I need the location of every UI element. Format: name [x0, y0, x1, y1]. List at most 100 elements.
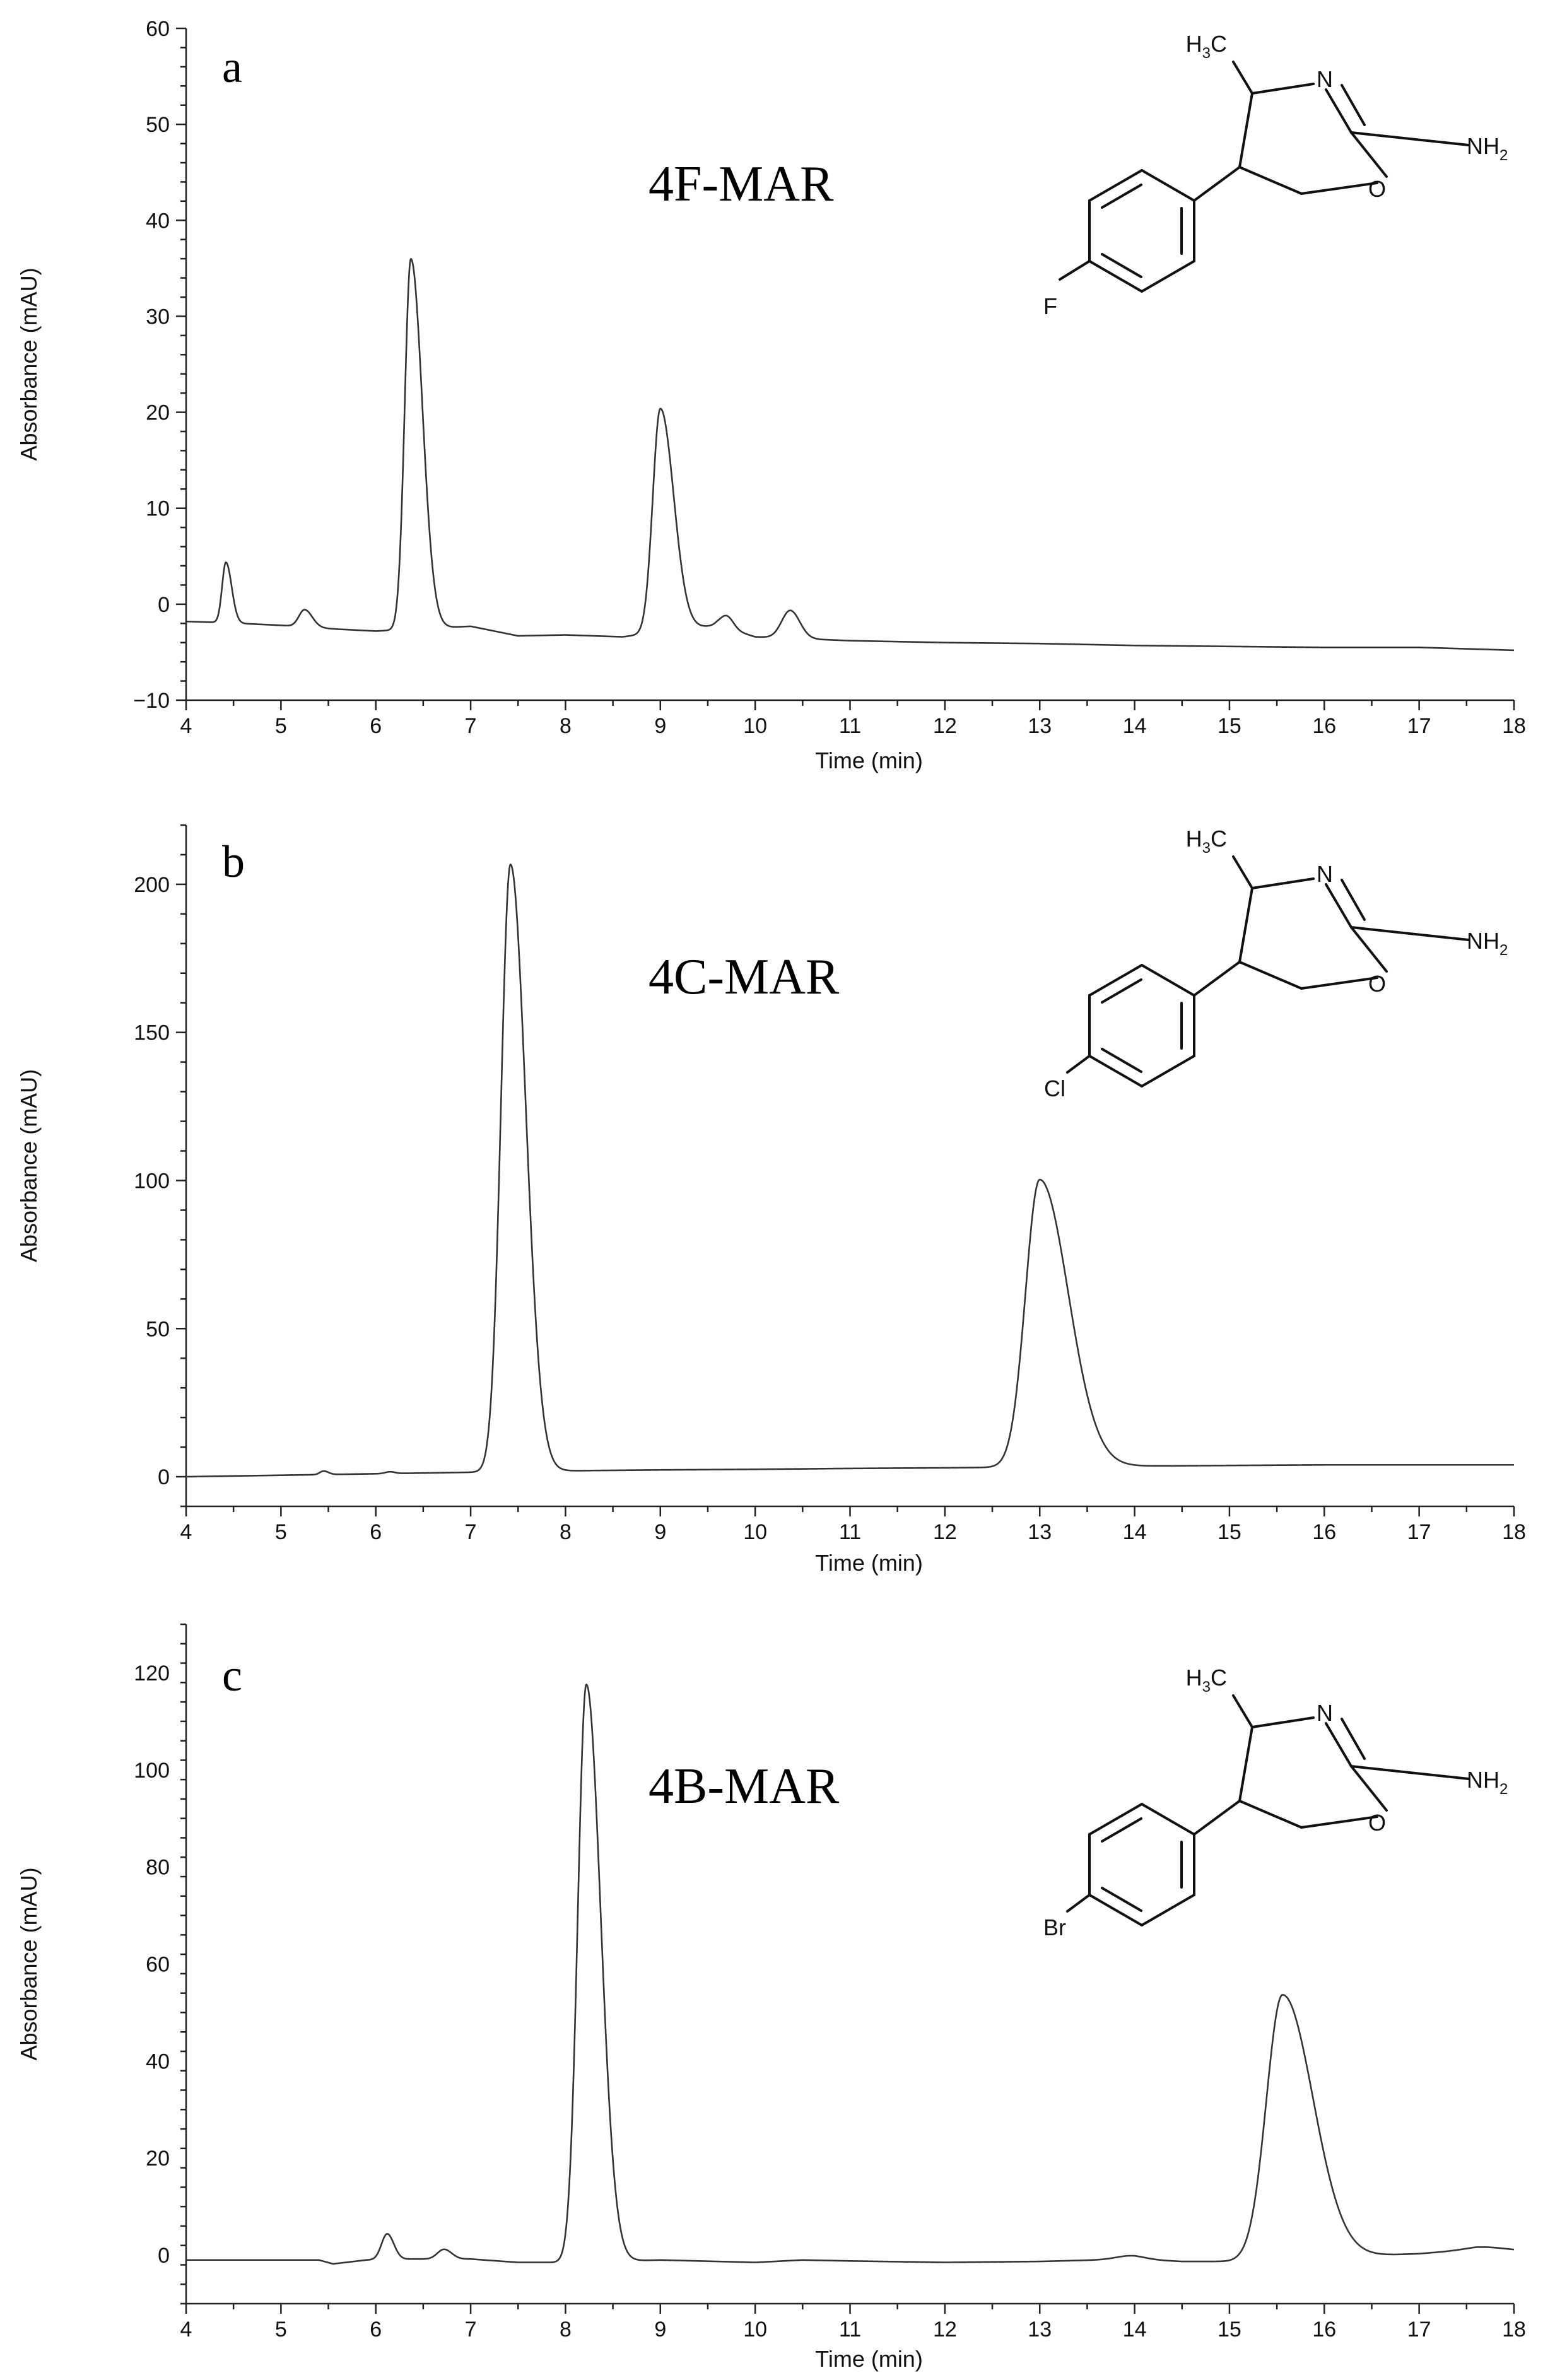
bond — [1251, 877, 1315, 889]
x-tick-label: 8 — [560, 714, 572, 738]
bond — [1238, 1726, 1253, 1802]
x-tick-label: 7 — [465, 714, 477, 738]
molecule-structure-b: Cl N O NH2 H3C — [1044, 826, 1508, 1101]
x-axis-title: Time (min) — [815, 1550, 923, 1576]
oxygen-atom: O — [1368, 1810, 1386, 1836]
y-tick-label: 20 — [146, 2147, 170, 2171]
y-tick-label: −10 — [133, 689, 170, 713]
bond — [1232, 1694, 1253, 1728]
bond — [1238, 887, 1253, 963]
x-tick-label: 11 — [839, 714, 861, 738]
molecule-structure-c: Br N O NH2 H3C — [1043, 1665, 1508, 1940]
panel-letter-a: a — [222, 42, 242, 92]
bond — [1141, 260, 1195, 293]
x-tick-label: 15 — [1218, 1520, 1241, 1544]
bond — [1088, 1055, 1143, 1087]
x-tick-label: 11 — [839, 2318, 861, 2342]
x-tick-label: 18 — [1502, 2318, 1526, 2342]
x-tick-label: 10 — [743, 714, 767, 738]
axes-panel-a: 4 5 6 7 8 9 10 11 12 13 14 15 16 17 18 −10 0 10 20 30 40 50 60… — [16, 17, 1526, 773]
bond — [1193, 166, 1241, 202]
bond — [1300, 182, 1378, 195]
bond — [1141, 964, 1195, 997]
amine-group: NH2 — [1467, 133, 1508, 164]
oxygen-atom: O — [1368, 176, 1386, 202]
bond — [1059, 260, 1091, 281]
bond — [1350, 1765, 1388, 1812]
bond — [1325, 1722, 1353, 1767]
x-tick-label: 12 — [933, 1520, 957, 1544]
bond — [1232, 61, 1253, 95]
axes-panel-c: 4 5 6 7 8 9 10 11 12 13 14 15 16 17 18 0 20 40 60 80 100 120 T… — [16, 1623, 1526, 2372]
y-tick-label: 100 — [134, 1169, 170, 1193]
bond — [1325, 883, 1353, 929]
bond — [1193, 961, 1241, 997]
bond — [1141, 1803, 1195, 1836]
x-tick-label: 7 — [465, 1520, 477, 1544]
bond — [1232, 855, 1253, 889]
x-tick-label: 5 — [275, 714, 287, 738]
bond — [1350, 926, 1470, 941]
bond — [1325, 88, 1353, 134]
x-tick-label: 11 — [839, 1520, 861, 1544]
y-tick-label: 20 — [146, 401, 170, 425]
bond — [1341, 84, 1366, 126]
y-tick-label: 200 — [134, 873, 170, 897]
amine-group: NH2 — [1467, 928, 1508, 959]
y-tick-label: 100 — [134, 1759, 170, 1783]
x-tick-label: 5 — [275, 2318, 287, 2342]
bond — [1341, 1718, 1366, 1760]
x-tick-label: 18 — [1502, 714, 1526, 738]
x-tick-label: 14 — [1123, 2318, 1147, 2342]
x-tick-label: 6 — [370, 714, 382, 738]
y-tick-label: 120 — [134, 1662, 170, 1685]
x-tick-label: 12 — [933, 2318, 957, 2342]
oxygen-atom: O — [1368, 971, 1386, 997]
bond — [1101, 1817, 1142, 1843]
nitrogen-atom: N — [1317, 66, 1333, 92]
bond — [1350, 1765, 1470, 1780]
x-tick-label: 6 — [370, 1520, 382, 1544]
y-axis-title: Absorbance (mAU) — [16, 1069, 42, 1262]
chromatogram-panel-c: 4 5 6 7 8 9 10 11 12 13 14 15 16 17 18 0 20 40 60 80 100 120 T… — [16, 1623, 1526, 2372]
x-axis-title: Time (min) — [815, 2346, 923, 2372]
x-tick-label: 15 — [1218, 714, 1241, 738]
x-tick-label: 6 — [370, 2318, 382, 2342]
y-tick-label: 10 — [146, 497, 170, 521]
x-tick-label: 4 — [180, 2318, 192, 2342]
bond — [1193, 1800, 1241, 1836]
bond — [1350, 131, 1470, 146]
y-tick-label: 50 — [146, 113, 170, 137]
x-tick-label: 7 — [465, 2318, 477, 2342]
x-tick-label: 10 — [743, 2318, 767, 2342]
molecule-structure-a: F N O NH2 H3C — [1043, 31, 1508, 319]
x-tick-label: 16 — [1312, 714, 1336, 738]
nitrogen-atom: N — [1317, 1700, 1333, 1726]
bond — [1066, 1055, 1091, 1074]
x-tick-label: 17 — [1407, 1520, 1431, 1544]
bond — [1101, 1048, 1142, 1073]
x-tick-label: 13 — [1028, 1520, 1052, 1544]
panel-letter-c: c — [222, 1650, 242, 1701]
y-tick-label: 40 — [146, 209, 170, 233]
x-tick-label: 13 — [1028, 714, 1052, 738]
compound-label-c: 4B-MAR — [648, 1759, 840, 1814]
bond — [1088, 964, 1143, 997]
y-tick-label: 40 — [146, 2049, 170, 2073]
x-tick-label: 9 — [654, 714, 666, 738]
x-tick-label: 16 — [1312, 2318, 1336, 2342]
x-tick-label: 5 — [275, 1520, 287, 1544]
bond — [1088, 1803, 1143, 1836]
methyl-group: H3C — [1186, 31, 1227, 62]
y-tick-label: 60 — [146, 1953, 170, 1977]
x-tick-label: 12 — [933, 714, 957, 738]
chromatogram-trace-a — [185, 258, 1515, 652]
bond — [1300, 1815, 1378, 1829]
y-tick-label: 150 — [134, 1021, 170, 1045]
x-tick-label: 9 — [654, 2318, 666, 2342]
chromatogram-trace-b — [185, 864, 1515, 1478]
x-axis-title: Time (min) — [815, 747, 923, 773]
bond — [1141, 169, 1195, 202]
x-tick-label: 8 — [560, 1520, 572, 1544]
